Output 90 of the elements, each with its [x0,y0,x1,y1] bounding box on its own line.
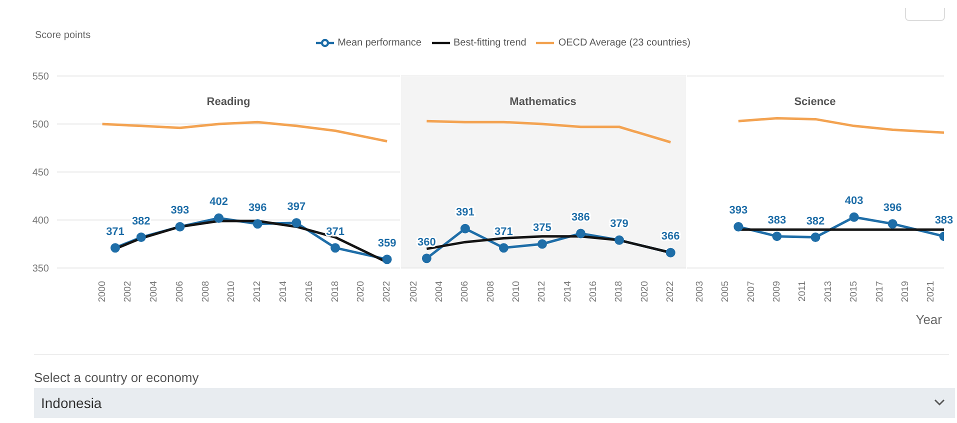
x-tick-label: 2005 [720,281,732,302]
x-tick-label: 2000 [96,281,108,302]
text: Select a country or economy [34,370,199,385]
point [849,212,859,222]
data-label: 403 [844,195,864,208]
dropdown-field: Indonesia [34,388,955,418]
x-tick-label: 2014 [278,281,290,302]
data-label: 393 [170,204,190,217]
data-label: 383 [934,214,954,226]
legend-label: OECD Average (23 countries) [558,38,690,49]
x-tick-label: 2019 [900,281,911,302]
data-label: 366 [661,230,680,243]
x-tick-label: 2012 [536,281,548,302]
point [734,222,744,232]
x-tick-label: 2018 [614,281,625,302]
y-tick-label: 400 [32,216,50,227]
data-label: 396 [248,202,267,214]
x-tick-label: 2002 [122,281,134,302]
x-tick-label: 2016 [304,281,315,302]
point [498,243,508,253]
line-series [101,120,388,143]
data-label: 359 [378,237,396,250]
data-label: 371 [326,226,344,238]
x-tick-label: 2013 [822,281,834,302]
point [175,222,185,232]
data-label: 379 [610,218,628,230]
point [666,248,676,258]
point [576,228,586,238]
data-label: 397 [287,200,306,213]
point [382,254,392,264]
data-label: 375 [533,222,552,234]
point [330,243,340,253]
point [110,243,120,253]
data-label: 382 [806,215,825,228]
point [252,219,262,229]
text: Reading [206,96,252,108]
data-label: 383 [768,214,786,226]
x-tick-label: 2002 [408,281,420,302]
data-label: 371 [494,226,513,238]
x-tick-label: 2006 [460,281,471,302]
y-tick-label: 450 [32,168,50,179]
legend-label: Best-fitting trend [454,38,526,49]
data-label: 360 [417,236,436,248]
x-tick-label: 2008 [485,281,496,302]
y-axis-title: Score points [35,30,91,41]
x-tick-label: 2010 [511,281,522,302]
x-tick-label: 2008 [200,281,212,302]
point [537,239,547,249]
data-label: 371 [106,226,124,238]
x-axis-title: Year [916,312,943,327]
point [810,232,820,242]
x-tick-label: 2010 [226,281,238,302]
x-tick-label: 2022 [382,281,393,302]
x-tick-label: 2020 [356,281,367,302]
x-tick-label: 2017 [874,281,886,302]
data-label: 382 [132,215,150,228]
y-tick-label: 500 [32,120,50,131]
x-tick-label: 2011 [797,281,808,302]
x-tick-label: 2021 [926,281,937,302]
data-label: 391 [456,206,474,219]
x-tick-label: 2004 [148,281,160,302]
point [292,218,302,228]
x-tick-label: 2020 [639,281,650,302]
x-tick-label: 2015 [848,281,860,302]
point [460,224,470,234]
x-tick-label: 2003 [694,281,706,302]
data-label: 396 [883,202,902,214]
x-tick-label: 2014 [562,281,574,302]
text: Science [793,96,837,108]
x-tick-label: 2012 [252,281,264,302]
x-tick-label: 2006 [174,281,186,302]
point [614,235,624,245]
point [422,254,432,264]
text: Mathematics [508,96,578,108]
legend-label: Mean performance [338,38,422,49]
point [214,213,224,223]
x-tick-label: 2009 [771,281,782,302]
data-label: 402 [210,196,228,208]
data-label: 393 [729,204,748,217]
point [888,219,898,229]
y-tick-label: 550 [32,72,50,83]
data-label: 386 [572,211,590,224]
x-tick-label: 2018 [330,281,341,302]
x-tick-label: 2016 [588,281,600,302]
y-tick-label: 350 [32,264,50,275]
point [772,232,782,242]
x-tick-label: 2007 [746,281,757,302]
point [136,232,146,242]
x-tick-label: 2022 [665,281,676,302]
x-tick-label: 2004 [434,281,446,302]
